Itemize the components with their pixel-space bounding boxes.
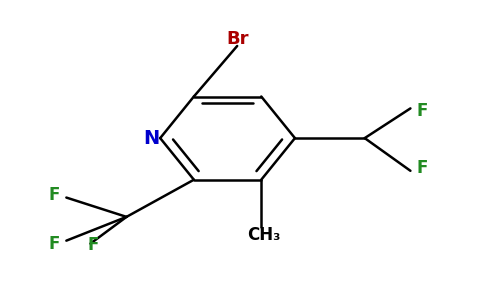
Text: N: N xyxy=(143,129,160,148)
Text: F: F xyxy=(87,236,99,254)
Text: F: F xyxy=(417,159,428,177)
Text: Br: Br xyxy=(226,29,248,47)
Text: F: F xyxy=(48,186,60,204)
Text: F: F xyxy=(417,102,428,120)
Text: F: F xyxy=(48,235,60,253)
Text: CH₃: CH₃ xyxy=(247,226,280,244)
